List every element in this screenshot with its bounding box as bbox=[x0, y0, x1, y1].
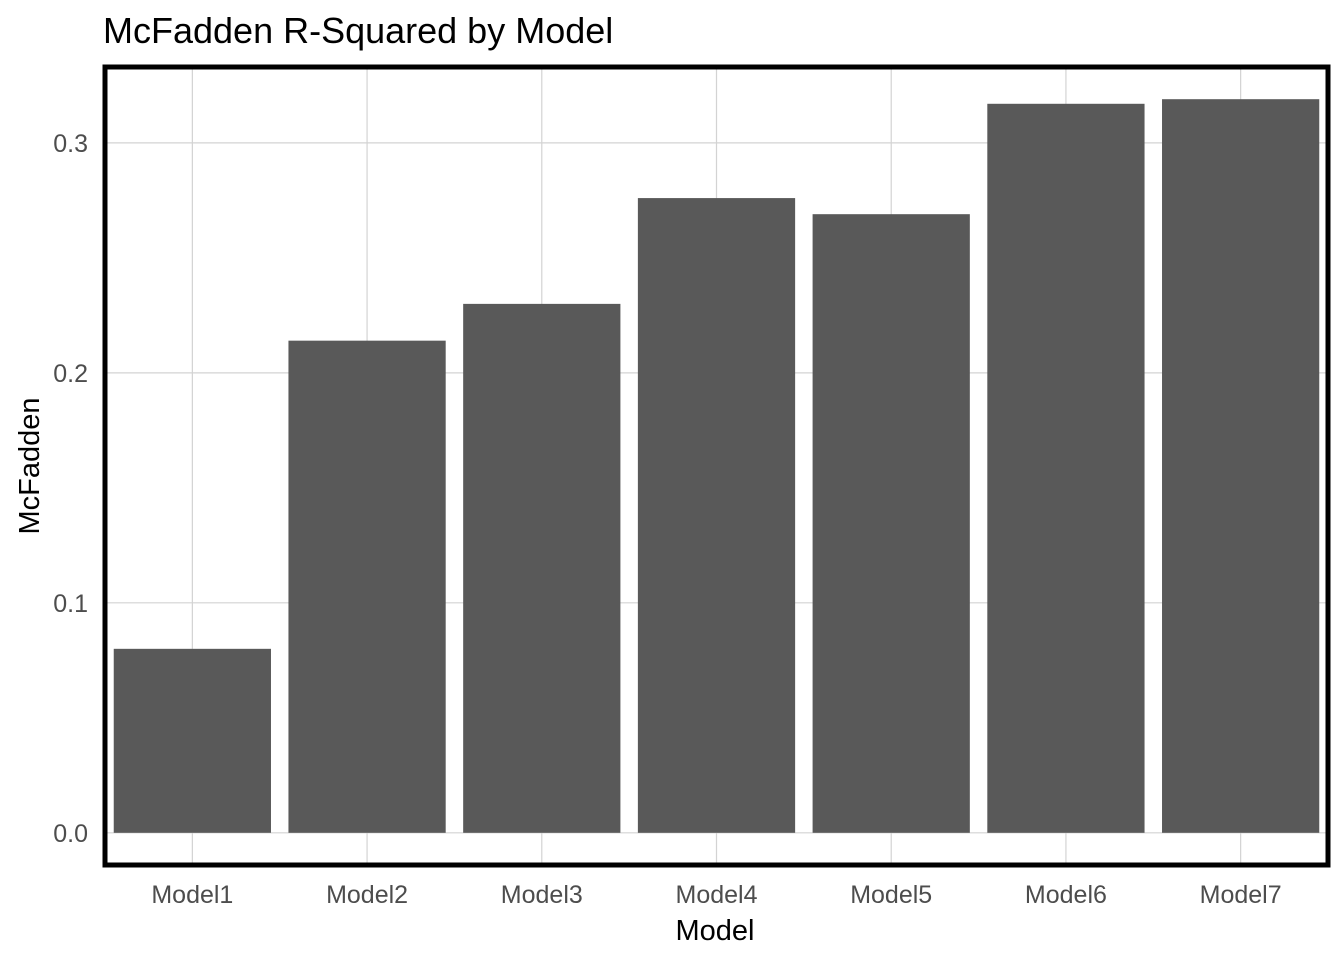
bar-model4 bbox=[637, 198, 796, 833]
panel-border bbox=[102, 64, 1331, 868]
x-tick-label: Model7 bbox=[1200, 881, 1282, 909]
bar-model7 bbox=[1162, 99, 1320, 833]
x-tick-label: Model4 bbox=[676, 881, 758, 909]
x-tick-labels: Model1 Model2 Model3 Model4 Model5 Model6 Mode… bbox=[151, 881, 1281, 909]
x-tick-label: Model3 bbox=[501, 881, 583, 909]
y-axis-title: McFadden bbox=[14, 397, 46, 534]
x-axis-title: Model bbox=[676, 915, 755, 947]
x-tick-label: Model2 bbox=[326, 881, 408, 909]
bar-model2 bbox=[288, 340, 446, 833]
bar-model1 bbox=[113, 648, 271, 833]
bars bbox=[113, 99, 1320, 833]
bar-model6 bbox=[987, 103, 1145, 833]
y-tick-label: 0.0 bbox=[53, 820, 88, 848]
bar-model3 bbox=[463, 303, 621, 833]
y-tick-labels: 0.0 0.1 0.2 0.3 bbox=[53, 130, 88, 848]
y-tick-label: 0.3 bbox=[53, 130, 88, 158]
x-tick-label: Model5 bbox=[850, 881, 932, 909]
y-tick-label: 0.1 bbox=[53, 590, 88, 618]
x-tick-label: Model1 bbox=[151, 881, 233, 909]
bar-model5 bbox=[812, 214, 970, 833]
chart-title: McFadden R-Squared by Model bbox=[103, 10, 613, 51]
y-tick-label: 0.2 bbox=[53, 360, 88, 388]
x-tick-label: Model6 bbox=[1025, 881, 1107, 909]
